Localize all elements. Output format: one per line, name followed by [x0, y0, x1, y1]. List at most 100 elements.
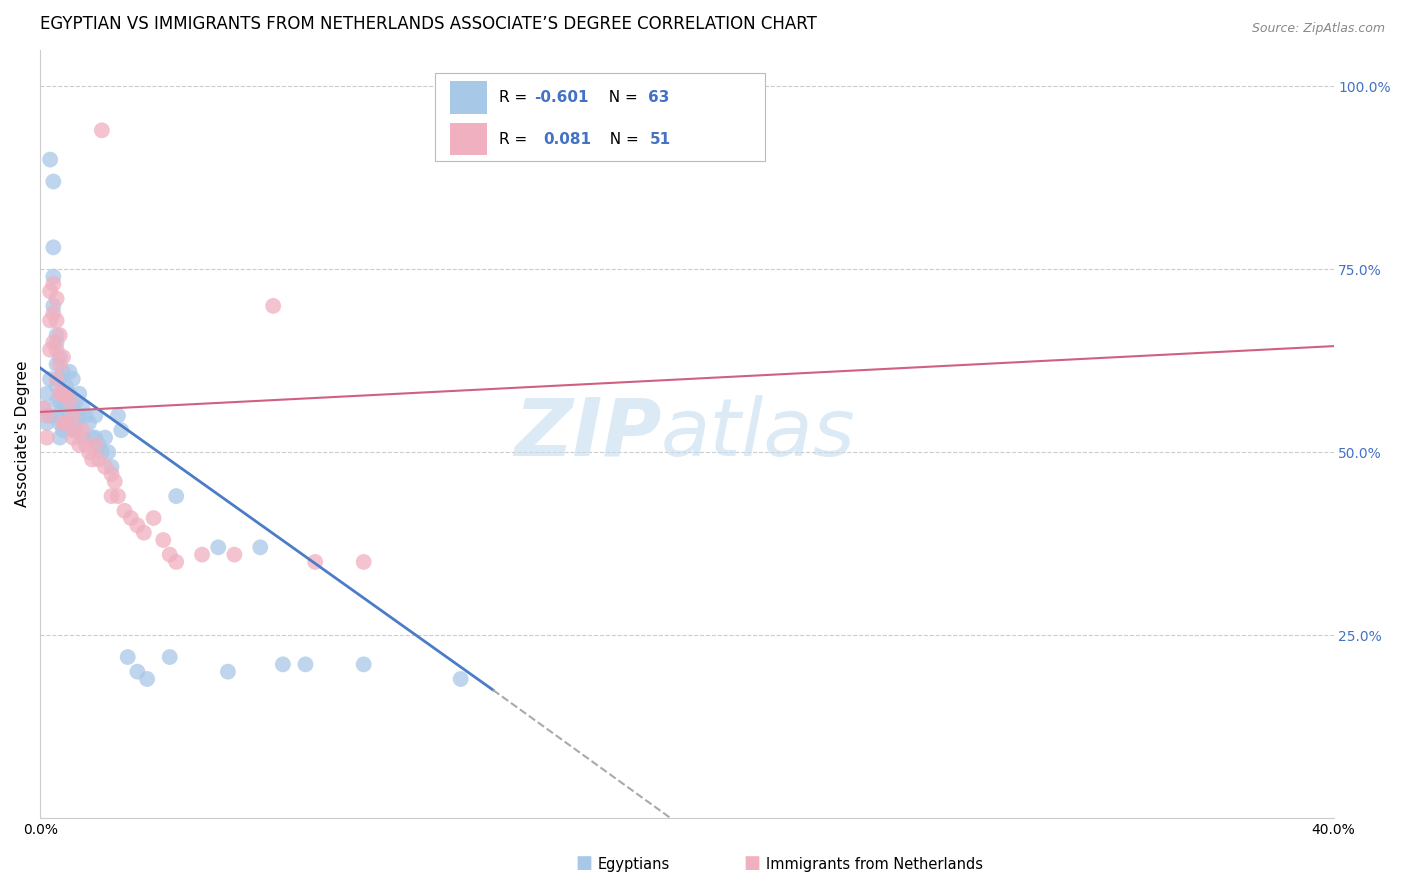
Point [87, 452, 110, 467]
Point [82, 431, 104, 445]
Point [32, 401, 55, 416]
Bar [450, 81, 486, 114]
Bar [450, 123, 486, 155]
Text: 0.081: 0.081 [544, 132, 592, 146]
Point [75, 409, 97, 423]
Point [52, 416, 75, 430]
FancyBboxPatch shape [434, 73, 765, 161]
Point [100, 467, 122, 482]
Point [304, 555, 326, 569]
Text: N =: N = [600, 132, 644, 146]
Point [87, 438, 110, 452]
Point [67, 438, 90, 452]
Text: N =: N = [599, 90, 643, 105]
Point [62, 431, 84, 445]
Point [39, 285, 62, 299]
Point [42, 277, 65, 291]
Point [77, 416, 100, 430]
Point [45, 394, 67, 409]
Point [114, 504, 136, 518]
Point [62, 409, 84, 423]
Point [271, 657, 294, 672]
Point [45, 343, 67, 357]
Point [100, 489, 122, 503]
Text: ■: ■ [744, 855, 761, 872]
Point [136, 672, 159, 686]
Point [65, 416, 87, 430]
Point [84, 409, 107, 423]
Point [45, 409, 67, 423]
Text: atlas: atlas [661, 395, 856, 473]
Point [45, 358, 67, 372]
Point [49, 358, 72, 372]
Point [207, 541, 229, 555]
Text: -0.601: -0.601 [534, 90, 589, 105]
Point [67, 409, 90, 423]
Point [55, 416, 77, 430]
Point [142, 511, 165, 525]
Point [94, 431, 117, 445]
Point [165, 555, 187, 569]
Point [159, 650, 181, 665]
Point [45, 292, 67, 306]
Point [62, 401, 84, 416]
Point [52, 386, 75, 401]
Point [52, 350, 75, 364]
Point [45, 379, 67, 393]
Point [191, 548, 214, 562]
Point [49, 386, 72, 401]
Point [165, 489, 187, 503]
Y-axis label: Associate's Degree: Associate's Degree [15, 360, 30, 508]
Point [117, 650, 139, 665]
Point [67, 386, 90, 401]
Text: ZIP: ZIP [513, 395, 661, 473]
Point [49, 372, 72, 386]
Point [45, 313, 67, 327]
Text: 51: 51 [650, 132, 671, 146]
Point [127, 665, 149, 679]
Point [42, 306, 65, 320]
Point [72, 431, 94, 445]
Point [127, 518, 149, 533]
Text: ■: ■ [575, 855, 592, 872]
Point [45, 372, 67, 386]
Point [262, 299, 284, 313]
Point [55, 379, 77, 393]
Point [49, 394, 72, 409]
Text: Egyptians: Egyptians [598, 857, 669, 872]
Point [90, 123, 112, 137]
Point [39, 153, 62, 167]
Point [39, 313, 62, 327]
Point [39, 409, 62, 423]
Point [55, 416, 77, 430]
Point [32, 401, 55, 416]
Point [100, 459, 122, 474]
Point [77, 445, 100, 459]
Point [39, 343, 62, 357]
Point [35, 431, 58, 445]
Point [353, 555, 375, 569]
Point [49, 416, 72, 430]
Point [45, 335, 67, 350]
Point [72, 401, 94, 416]
Point [97, 445, 120, 459]
Point [52, 386, 75, 401]
Point [55, 386, 77, 401]
Point [39, 372, 62, 386]
Point [35, 409, 58, 423]
Point [42, 174, 65, 188]
Point [62, 372, 84, 386]
Point [52, 423, 75, 437]
Point [110, 423, 132, 437]
Point [58, 394, 80, 409]
Point [58, 365, 80, 379]
Point [249, 541, 271, 555]
Point [294, 657, 316, 672]
Point [104, 475, 127, 489]
Point [52, 401, 75, 416]
Point [224, 548, 246, 562]
Point [217, 665, 239, 679]
Text: EGYPTIAN VS IMMIGRANTS FROM NETHERLANDS ASSOCIATE’S DEGREE CORRELATION CHART: EGYPTIAN VS IMMIGRANTS FROM NETHERLANDS … [41, 15, 817, 33]
Point [49, 431, 72, 445]
Point [94, 459, 117, 474]
